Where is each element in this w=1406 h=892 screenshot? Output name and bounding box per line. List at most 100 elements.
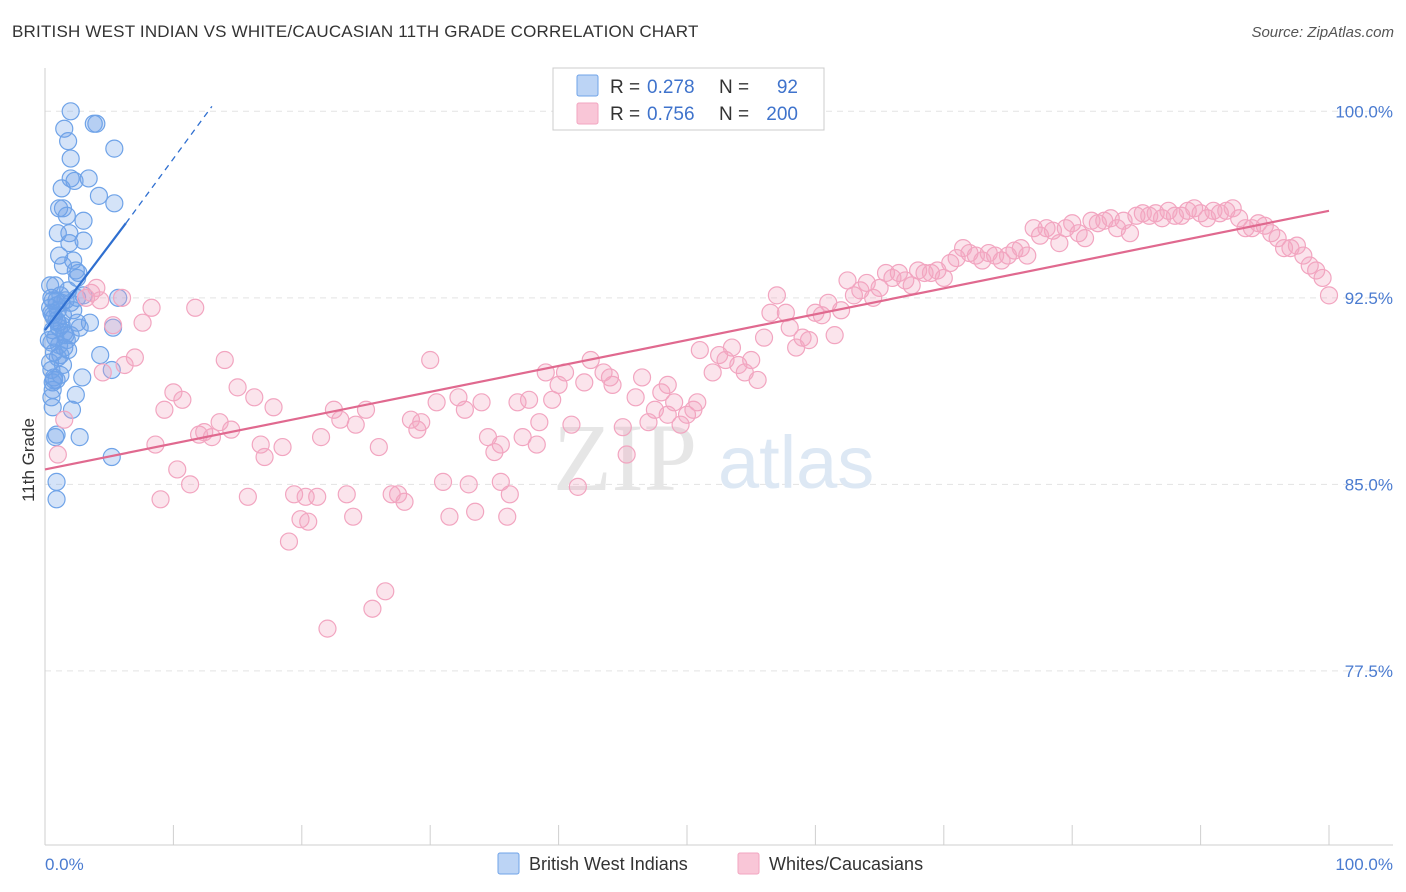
white-point-29 <box>245 388 264 407</box>
bwi-point-80 <box>47 490 66 509</box>
white-point-199 <box>491 472 510 491</box>
watermark-atlas: atlas <box>718 421 874 504</box>
white-point-33 <box>273 437 292 457</box>
bwi-point-83 <box>46 276 65 295</box>
bwi-point-15 <box>57 206 76 225</box>
white-point-20 <box>186 298 205 317</box>
white-point-88 <box>632 368 652 387</box>
chart-title: BRITISH WEST INDIAN VS WHITE/CAUCASIAN 1… <box>12 22 699 41</box>
white-point-56 <box>412 413 431 432</box>
bottom-legend-label-2: Whites/Caucasians <box>769 854 923 874</box>
bwi-point-88 <box>42 360 61 380</box>
white-point-73 <box>519 390 539 409</box>
legend-n-value-1: 92 <box>777 77 798 98</box>
bwi-point-91 <box>53 355 73 375</box>
bwi-point-85 <box>52 293 71 312</box>
white-point-50 <box>376 582 395 601</box>
white-point-97 <box>690 340 709 360</box>
bwi-point-59 <box>91 345 110 365</box>
white-point-146 <box>1011 238 1030 258</box>
white-point-197 <box>530 413 549 432</box>
white-point-62 <box>455 400 474 419</box>
x-tick-labels: 0.0% 100.0% <box>45 855 1393 874</box>
bwi-point-73 <box>43 398 62 417</box>
white-point-192 <box>1307 261 1326 280</box>
white-point-84 <box>600 368 620 387</box>
legend-r-value-1: 0.278 <box>647 77 695 98</box>
white-point-190 <box>1294 246 1313 265</box>
white-point-189 <box>1287 236 1307 255</box>
white-point-179 <box>1223 199 1242 218</box>
gridlines <box>45 110 1389 672</box>
white-point-98 <box>703 363 722 382</box>
bwi-point-82 <box>51 286 70 305</box>
white-point-60 <box>440 507 459 526</box>
bwi-point-21 <box>50 246 69 265</box>
white-point-163 <box>1120 224 1140 243</box>
legend-n-value-2: 200 <box>766 104 798 125</box>
white-point-92 <box>658 375 677 394</box>
white-point-35 <box>284 485 304 504</box>
bwi-point-79 <box>47 472 66 491</box>
white-point-12 <box>142 298 161 317</box>
x-tick-label-1: 100.0% <box>1335 855 1393 874</box>
white-point-59 <box>433 472 453 491</box>
white-point-193 <box>1313 268 1332 288</box>
watermark: ZIP atlas <box>553 404 874 511</box>
white-point-19 <box>180 475 200 494</box>
bwi-point-19 <box>74 231 93 250</box>
bwi-point-36 <box>109 288 128 307</box>
white-point-6 <box>93 363 112 382</box>
white-point-70 <box>500 485 519 504</box>
bwi-point-90 <box>46 328 65 347</box>
trend-line-bwi-extension <box>125 105 213 224</box>
white-point-39 <box>308 487 327 506</box>
trend-line-bwi <box>44 222 127 331</box>
white-point-194 <box>1319 286 1339 305</box>
legend-n-label-2: N = <box>719 104 749 125</box>
white-point-87 <box>626 388 645 407</box>
bwi-point-5 <box>105 139 124 158</box>
white-point-52 <box>389 485 408 504</box>
white-point-5 <box>82 283 101 302</box>
white-point-25 <box>215 350 234 370</box>
bwi-point-71 <box>66 385 85 404</box>
white-point-127 <box>889 263 908 283</box>
white-point-195 <box>688 393 707 412</box>
white-point-38 <box>299 512 318 531</box>
white-point-34 <box>279 532 299 551</box>
white-point-13 <box>146 435 165 454</box>
white-point-71 <box>508 393 527 412</box>
white-point-28 <box>238 487 257 506</box>
white-point-91 <box>652 383 671 402</box>
white-point-94 <box>671 415 690 434</box>
white-point-31 <box>255 447 274 467</box>
white-point-81 <box>575 373 594 392</box>
legend-swatch-blue <box>576 74 599 97</box>
white-point-15 <box>155 400 174 419</box>
white-point-18 <box>173 390 192 409</box>
series-british-west-indians <box>39 102 128 509</box>
white-point-44 <box>337 485 356 504</box>
series-whites-caucasians <box>48 199 1339 638</box>
white-point-156 <box>1075 229 1095 248</box>
white-point-53 <box>395 492 414 511</box>
legend-n-label-1: N = <box>719 77 749 98</box>
bwi-point-77 <box>46 428 65 447</box>
white-point-8 <box>115 355 134 375</box>
white-point-1 <box>55 410 74 429</box>
bottom-legend-swatch-blue <box>497 852 520 875</box>
axes <box>44 68 1393 846</box>
trend-line-white <box>44 209 1330 471</box>
legend-r-label-2: R = <box>610 104 640 125</box>
bwi-point-12 <box>105 194 124 213</box>
white-point-64 <box>466 502 485 521</box>
bwi-point-7 <box>79 169 98 188</box>
white-point-11 <box>133 313 152 332</box>
bwi-point-20 <box>60 234 79 253</box>
bwi-point-46 <box>80 313 100 332</box>
white-point-46 <box>346 415 365 434</box>
y-tick-label-0: 77.5% <box>1345 662 1393 681</box>
x-tick-label-0: 0.0% <box>45 855 84 874</box>
